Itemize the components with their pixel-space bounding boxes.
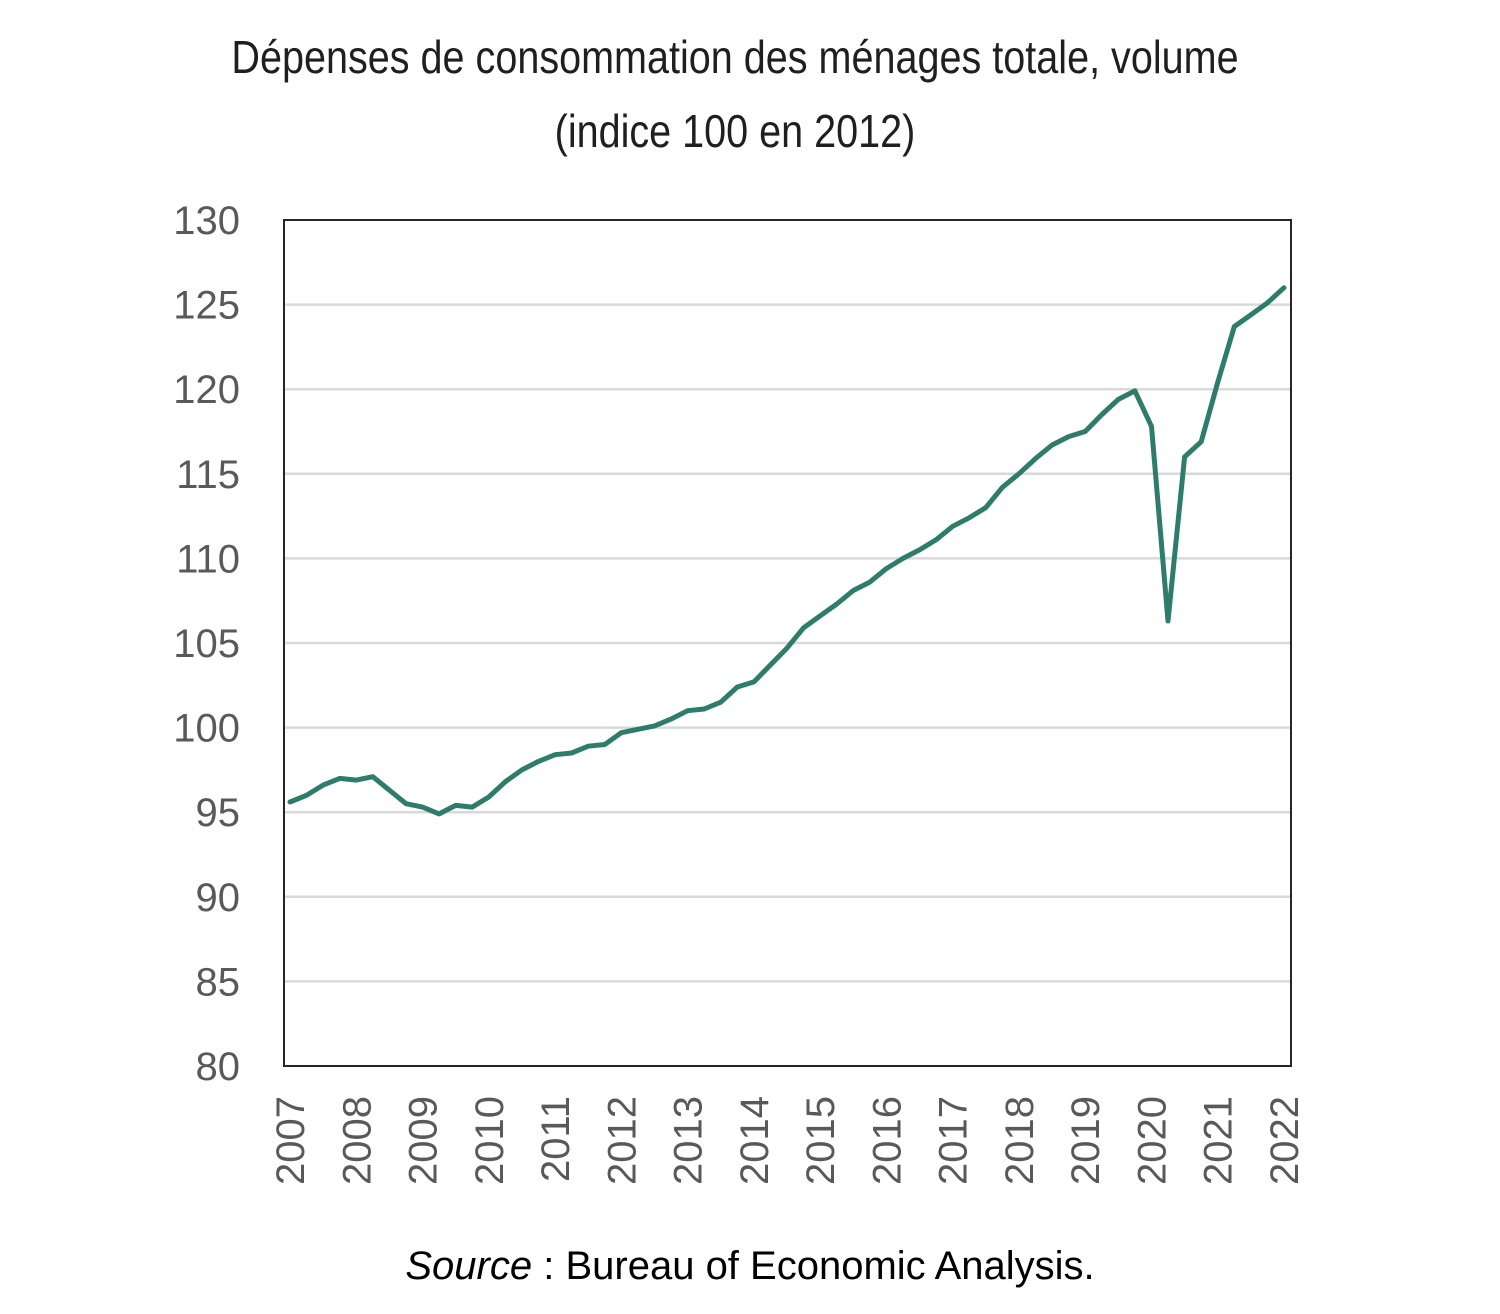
x-tick-label: 2014 [733, 1096, 777, 1185]
x-tick-label: 2018 [998, 1096, 1042, 1185]
y-tick-label: 95 [196, 791, 241, 835]
y-tick-label: 85 [196, 960, 241, 1004]
y-tick-label: 120 [173, 368, 240, 412]
source-text: : Bureau of Economic Analysis. [532, 1244, 1095, 1288]
x-tick-label: 2012 [600, 1096, 644, 1185]
series-layer [287, 285, 1287, 817]
x-tick-label: 2011 [534, 1096, 578, 1182]
x-tick-label: 2020 [1130, 1096, 1174, 1185]
y-tick-label: 110 [176, 537, 240, 581]
series-line [287, 285, 1287, 817]
x-tick-label: 2015 [799, 1096, 843, 1185]
x-tick-label: 2010 [468, 1096, 512, 1185]
y-tick-label: 130 [173, 199, 240, 243]
plot-frame [283, 219, 1292, 1067]
x-tick-label: 2017 [932, 1096, 976, 1185]
x-tick-label: 2022 [1263, 1096, 1307, 1185]
x-tick-label: 2008 [335, 1096, 379, 1185]
y-tick-label: 90 [196, 876, 241, 920]
x-tick-label: 2009 [402, 1096, 446, 1185]
x-tick-label: 2013 [667, 1096, 711, 1185]
chart-title: Dépenses de consommation des ménages tot… [231, 31, 1239, 83]
x-axis: 2007 2008 2009 2010 2011 2012 2013 2014 2015 2016… [269, 1096, 1307, 1185]
y-tick-label: 100 [173, 707, 240, 751]
y-tick-label: 105 [173, 622, 240, 666]
gridlines [284, 303, 1291, 983]
chart-subtitle: (indice 100 en 2012) [554, 105, 916, 157]
x-tick-label: 2019 [1064, 1096, 1108, 1185]
x-tick-label: 2016 [865, 1096, 909, 1185]
plot-area-border [283, 219, 1292, 1067]
x-tick-label: 2021 [1197, 1096, 1241, 1185]
source-note: Source : Bureau of Economic Analysis. [0, 1244, 1500, 1289]
x-tick-label: 2007 [269, 1096, 313, 1185]
y-tick-label: 125 [173, 284, 240, 328]
y-tick-label: 115 [176, 453, 240, 497]
y-axis: 80 85 90 95 100 105 110 115 120 125 130 [173, 199, 240, 1089]
source-label: Source [405, 1244, 533, 1288]
y-tick-label: 80 [196, 1045, 241, 1089]
